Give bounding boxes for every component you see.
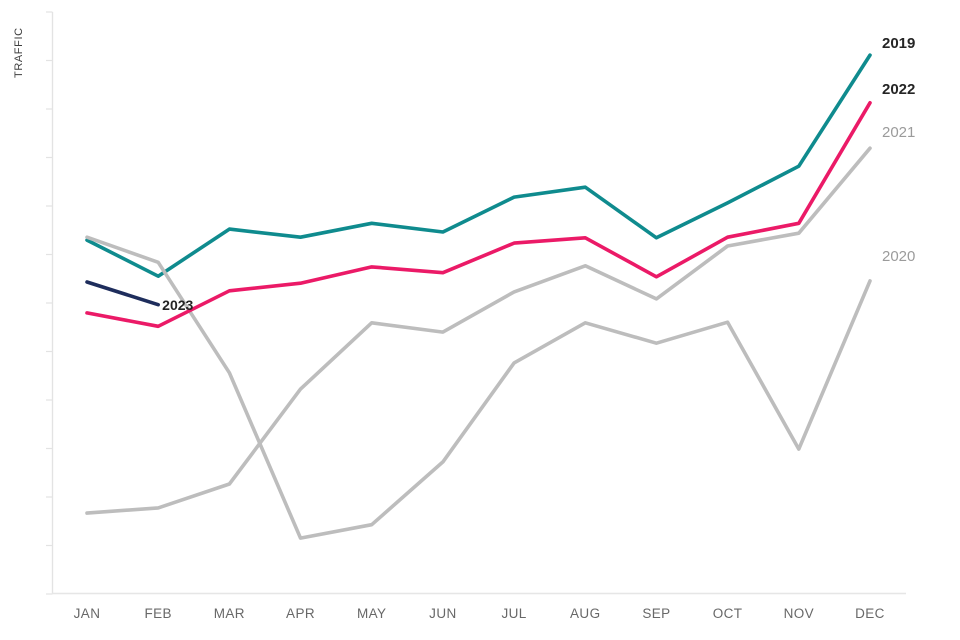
series-line-2023[interactable] — [85, 280, 160, 307]
series-label-2020[interactable]: 2020 — [882, 247, 916, 265]
y-axis-title: TRAFFIC — [13, 27, 25, 78]
series-label-2019[interactable]: 2019 — [882, 35, 916, 53]
x-axis-label-mar: MAR — [213, 606, 245, 621]
series-label-2021[interactable]: 2021 — [882, 124, 916, 142]
x-axis-label-sep: SEP — [642, 606, 671, 621]
x-axis-label-dec: DEC — [855, 606, 885, 621]
x-axis-label-may: MAY — [356, 606, 387, 621]
series-line-2022[interactable] — [85, 101, 872, 329]
series-line-2020[interactable] — [85, 235, 872, 540]
x-axis-label-jul: JUL — [501, 606, 527, 621]
x-axis-label-nov: NOV — [783, 606, 815, 621]
x-axis-label-oct: OCT — [712, 606, 743, 621]
series-lines — [85, 53, 872, 540]
x-axis-label-jun: JUN — [429, 606, 457, 621]
series-line-2019[interactable] — [85, 53, 872, 279]
x-axis-label-aug: AUG — [570, 606, 601, 621]
series-label-2022[interactable]: 2022 — [882, 80, 916, 98]
x-axis-label-jan: JAN — [73, 606, 101, 621]
x-axis-label-apr: APR — [286, 606, 316, 621]
series-label-2023[interactable]: 2023 — [162, 296, 194, 313]
y-axis-ticks — [46, 11, 53, 595]
series-line-2021[interactable] — [85, 146, 872, 515]
x-axis-label-feb: FEB — [144, 606, 172, 621]
